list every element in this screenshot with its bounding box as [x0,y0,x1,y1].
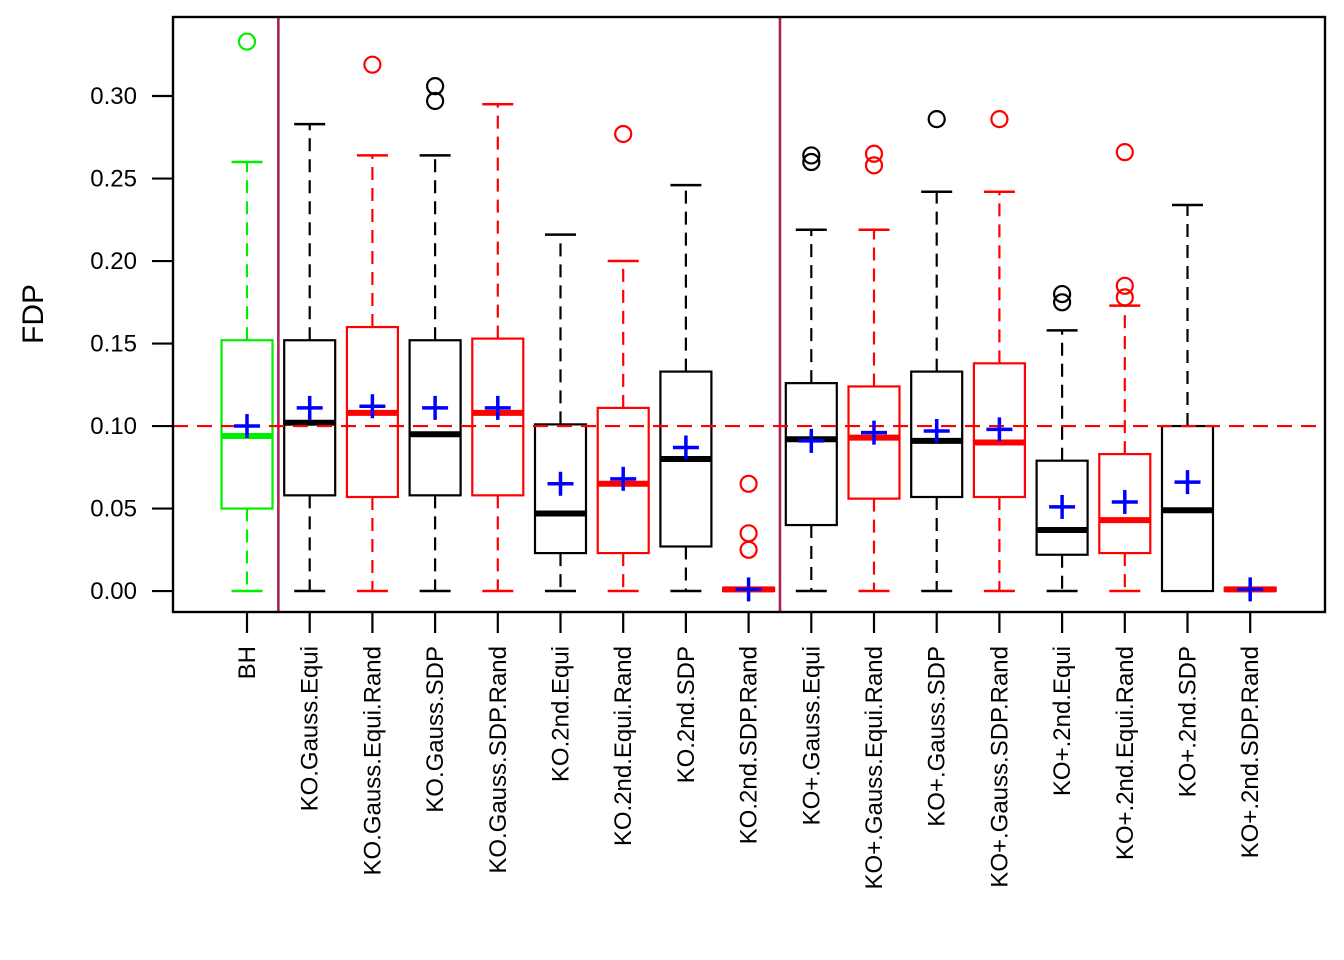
y-axis-label: FDP [17,284,50,344]
outlier-point-KO+.Gauss.Equi [802,146,821,165]
x-tick-label-KO+.2nd.SDP.Rand: KO+.2nd.SDP.Rand [1237,646,1264,858]
y-tick-label-0.00: 0.00 [90,578,137,605]
outlier-point-KO+.2nd.Equi.Rand [1115,288,1134,307]
outlier-point-KO+.2nd.Equi.Rand [1115,276,1134,295]
x-tick-label-KO+.2nd.Equi: KO+.2nd.Equi [1049,646,1076,796]
x-tick-label-KO.2nd.Equi: KO.2nd.Equi [548,646,575,782]
outlier-point-KO+.Gauss.SDP.Rand [990,110,1009,129]
outlier-point-KO+.2nd.Equi [1052,284,1072,304]
box-KO+.Gauss.Equi [784,382,838,527]
outlier-point-KO.Gauss.SDP [426,91,445,111]
outlier-point-KO+.2nd.Equi.Rand [1115,143,1134,162]
outlier-point-KO.Gauss.SDP [426,77,445,96]
outlier-point-KO+.Gauss.Equi.Rand [864,144,884,163]
box-KO+.Gauss.Equi.Rand [847,385,901,500]
x-tick-label-KO+.Gauss.Equi: KO+.Gauss.Equi [798,646,825,825]
x-tick-label-KO+.Gauss.SDP: KO+.Gauss.SDP [924,646,951,827]
y-tick-label-0.30: 0.30 [90,83,137,110]
y-tick-label-0.15: 0.15 [90,331,137,358]
outlier-point-KO+.Gauss.SDP [927,110,946,129]
x-tick-label-KO.Gauss.SDP: KO.Gauss.SDP [422,646,449,813]
plot-frame [171,15,1327,614]
outlier-point-KO.2nd.SDP.Rand [739,540,758,559]
outlier-point-KO+.Gauss.Equi [802,152,821,172]
x-tick-label-KO+.2nd.SDP: KO+.2nd.SDP [1175,646,1202,797]
outlier-point-KO.2nd.Equi.Rand [614,124,633,144]
x-tick-label-KO.2nd.SDP.Rand: KO.2nd.SDP.Rand [736,646,763,844]
x-tick-label-KO.Gauss.Equi.Rand: KO.Gauss.Equi.Rand [359,646,386,875]
x-tick-label-KO.2nd.SDP: KO.2nd.SDP [673,646,700,783]
outlier-point-KO+.2nd.Equi [1052,293,1072,312]
outlier-point-KO.Gauss.Equi.Rand [363,55,382,74]
y-tick-label-0.10: 0.10 [90,413,137,440]
x-tick-label-KO+.Gauss.SDP.Rand: KO+.Gauss.SDP.Rand [986,646,1013,888]
outlier-point-KO+.Gauss.Equi.Rand [864,156,884,175]
x-tick-label-BH: BH [234,646,261,679]
x-tick-label-KO.Gauss.Equi: KO.Gauss.Equi [297,646,324,811]
y-tick-label-0.20: 0.20 [90,248,137,275]
x-tick-label-KO.Gauss.SDP.Rand: KO.Gauss.SDP.Rand [485,646,512,874]
outlier-point-BH [237,32,257,51]
y-tick-label-0.25: 0.25 [90,166,137,193]
x-tick-label-KO+.2nd.Equi.Rand: KO+.2nd.Equi.Rand [1112,646,1139,860]
x-tick-label-KO.2nd.Equi.Rand: KO.2nd.Equi.Rand [610,646,637,846]
outlier-point-KO.2nd.SDP.Rand [739,474,758,493]
x-tick-label-KO+.Gauss.Equi.Rand: KO+.Gauss.Equi.Rand [861,646,888,889]
y-tick-label-0.05: 0.05 [90,496,137,523]
